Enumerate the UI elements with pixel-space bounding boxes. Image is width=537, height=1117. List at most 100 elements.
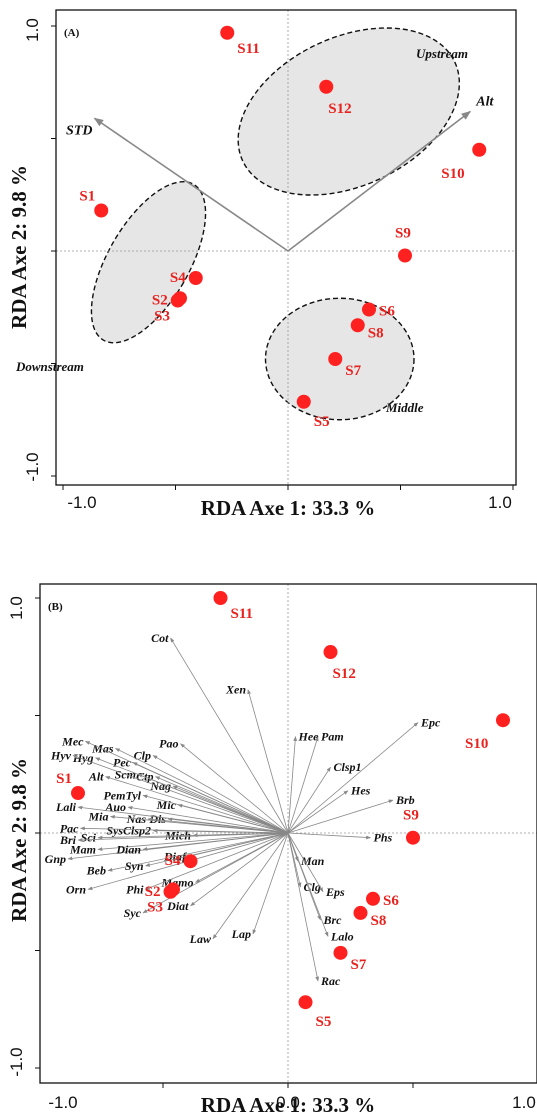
panel-b-species-vector-cot bbox=[170, 637, 289, 834]
panel-b-site-label-s10: S10 bbox=[465, 736, 488, 752]
panel-b-site-label-s6: S6 bbox=[383, 893, 399, 909]
panel-b-species-label-lalo: Lalo bbox=[330, 929, 354, 943]
panel-b-site-point-s5 bbox=[298, 995, 313, 1010]
panel-b-species-vector-mas bbox=[115, 748, 289, 834]
panel-b-species-label-bri: Bri bbox=[59, 833, 77, 847]
panel-b-y-tick-label-0: 1.0 bbox=[7, 596, 26, 620]
panel-a-site-label-s12: S12 bbox=[328, 101, 351, 117]
panel-b-species-vector-phs bbox=[287, 832, 371, 840]
panel-b-species-label-rac: Rac bbox=[320, 974, 341, 988]
panel-b-species-label-beb: Beb bbox=[86, 864, 106, 878]
panel-b-species-label-pao: Pao bbox=[159, 737, 178, 751]
panel-b-species-label-mam: Mam bbox=[69, 842, 96, 856]
panel-b-species-vector-law bbox=[212, 832, 289, 940]
panel-b-species-vector-eps bbox=[287, 832, 324, 893]
panel-b-species-label-mec: Mec bbox=[61, 734, 84, 748]
panel-b-site-point-s7 bbox=[333, 945, 348, 960]
panel-b-species-vector-mia bbox=[110, 815, 289, 834]
panel-b-x-tick-label-0: -1.0 bbox=[48, 1093, 77, 1112]
panel-a-x-tick-label-1: 1.0 bbox=[488, 493, 512, 512]
panel-a-site-point-s8 bbox=[350, 318, 365, 333]
panel-b-species-vector-pac bbox=[80, 826, 289, 834]
panel-a-site-label-s2: S2 bbox=[152, 293, 168, 309]
panel-b-species-label-syc: Syc bbox=[124, 906, 142, 920]
panel-a-panel-label: (A) bbox=[64, 27, 80, 39]
panel-b-species-label-lap: Lap bbox=[231, 927, 251, 941]
panel-b-species-label-dian: Dian bbox=[115, 842, 141, 856]
panel-b-species-vector-brb bbox=[287, 799, 394, 834]
panel-b-site-label-s1: S1 bbox=[56, 771, 72, 787]
panel-b-species-vector-phi bbox=[145, 832, 289, 890]
panel-b-species-label-phi: Phi bbox=[126, 882, 144, 896]
panel-b-species-label-sysclsp2: SysClsp2 bbox=[106, 824, 151, 838]
panel-b-species-label-clsp1: Clsp1 bbox=[334, 760, 362, 774]
panel-b-species-label-phs: Phs bbox=[374, 831, 393, 845]
panel-b-site-label-s7: S7 bbox=[351, 957, 367, 973]
panel-b-site-point-s1 bbox=[71, 786, 85, 801]
panel-a-site-label-s3: S3 bbox=[154, 308, 170, 324]
panel-b-species-label-sci: Sci bbox=[81, 831, 97, 845]
panel-b-species-label-brc: Brc bbox=[323, 913, 343, 927]
panel-a-plot-frame bbox=[55, 9, 517, 486]
panel-b-species-label-pemtyl: PemTyl bbox=[103, 788, 141, 802]
panel-b-site-point-s11 bbox=[213, 591, 228, 605]
panel-a-group-label-middle: Middle bbox=[385, 400, 424, 415]
panel-a-site-label-s6: S6 bbox=[379, 304, 395, 320]
panel-a-site-point-s3 bbox=[173, 291, 187, 306]
panel-a-site-point-s5 bbox=[296, 394, 311, 409]
panel-b-species-label-syn: Syn bbox=[125, 859, 144, 873]
panel-b-site-point-s4 bbox=[183, 854, 198, 869]
panel-a-site-label-s10: S10 bbox=[441, 166, 464, 182]
panel-a-group-ellipse-upstream bbox=[237, 27, 461, 196]
panel-b-species-label-mia: Mia bbox=[87, 810, 108, 824]
panel-b-species-label-hyg: Hyg bbox=[72, 751, 94, 765]
panel-a-site-label-s8: S8 bbox=[368, 325, 384, 341]
panel-b-species-vector-rac bbox=[287, 832, 320, 982]
panel-b-species-vector-clp bbox=[152, 755, 289, 834]
panel-b-species-label-gnp: Gnp bbox=[45, 852, 66, 866]
panel-b-species-label-law: Law bbox=[189, 932, 212, 946]
panel-b-species-vector-alt bbox=[105, 776, 289, 834]
panel-b-y-tick-label-1: -1.0 bbox=[7, 1047, 26, 1076]
panel-b-species-vector-clsp1 bbox=[287, 766, 331, 834]
panel-b-site-point-s9 bbox=[406, 830, 420, 845]
panel-b-x-axis-label: RDA Axe 1: 33.3 % bbox=[201, 1093, 375, 1117]
panel-a-group-label-upstream: Upstream bbox=[416, 46, 468, 61]
panel-b-species-label-pec: Pec bbox=[113, 756, 132, 770]
panel-b-site-label-s5: S5 bbox=[316, 1014, 332, 1030]
panel-b-species-label-mas: Mas bbox=[91, 741, 114, 755]
panel-a-site-label-s1: S1 bbox=[79, 189, 95, 205]
panel-b-site-label-s3: S3 bbox=[147, 899, 163, 915]
panel-a-site-point-s10 bbox=[472, 142, 487, 157]
panel-b-panel-label: (B) bbox=[48, 601, 63, 613]
panel-b-species-label-lali: Lali bbox=[55, 800, 77, 814]
panel-b-species-vector-syc bbox=[142, 832, 289, 914]
panel-a-site-point-s1 bbox=[94, 203, 109, 218]
panel-a-site-label-s11: S11 bbox=[237, 41, 260, 57]
panel-b-species-vector-auo bbox=[127, 805, 289, 834]
panel-b-species-label-orn: Orn bbox=[66, 882, 86, 896]
panel-b-species-label-hee: Hee bbox=[298, 730, 320, 744]
panel-b-species-label-pac: Pac bbox=[60, 821, 79, 835]
panel-b-species-label-brb: Brb bbox=[395, 793, 415, 807]
panel-a-y-axis-label: RDA Axe 2: 9.8 % bbox=[7, 165, 31, 329]
panel-b-site-label-s12: S12 bbox=[333, 666, 356, 682]
panel-b-site-label-s11: S11 bbox=[231, 606, 254, 622]
panel-b-species-vector-xen bbox=[247, 689, 289, 834]
panel-b-species-label-eps: Eps bbox=[325, 885, 345, 899]
panel-b-y-axis-label: RDA Axe 2: 9.8 % bbox=[7, 758, 31, 922]
panel-b-site-label-s8: S8 bbox=[371, 913, 387, 929]
panel-b-species-label-man: Man bbox=[300, 854, 325, 868]
panel-b-species-vector-lap bbox=[252, 832, 289, 935]
panel-b-species-label-diat: Diat bbox=[166, 899, 189, 913]
panel-b-site-point-s6 bbox=[366, 891, 380, 906]
panel-b-species-label-cot: Cot bbox=[151, 631, 169, 645]
panel-a-site-point-s4 bbox=[188, 271, 203, 285]
panel-a-site-point-s9 bbox=[398, 248, 412, 263]
panel-b-site-point-s3 bbox=[166, 882, 180, 897]
panel-b-species-label-epc: Epc bbox=[420, 716, 441, 730]
panel-b-species-vector-beb bbox=[107, 832, 289, 872]
panel-b-species-vector-hee bbox=[287, 736, 298, 834]
